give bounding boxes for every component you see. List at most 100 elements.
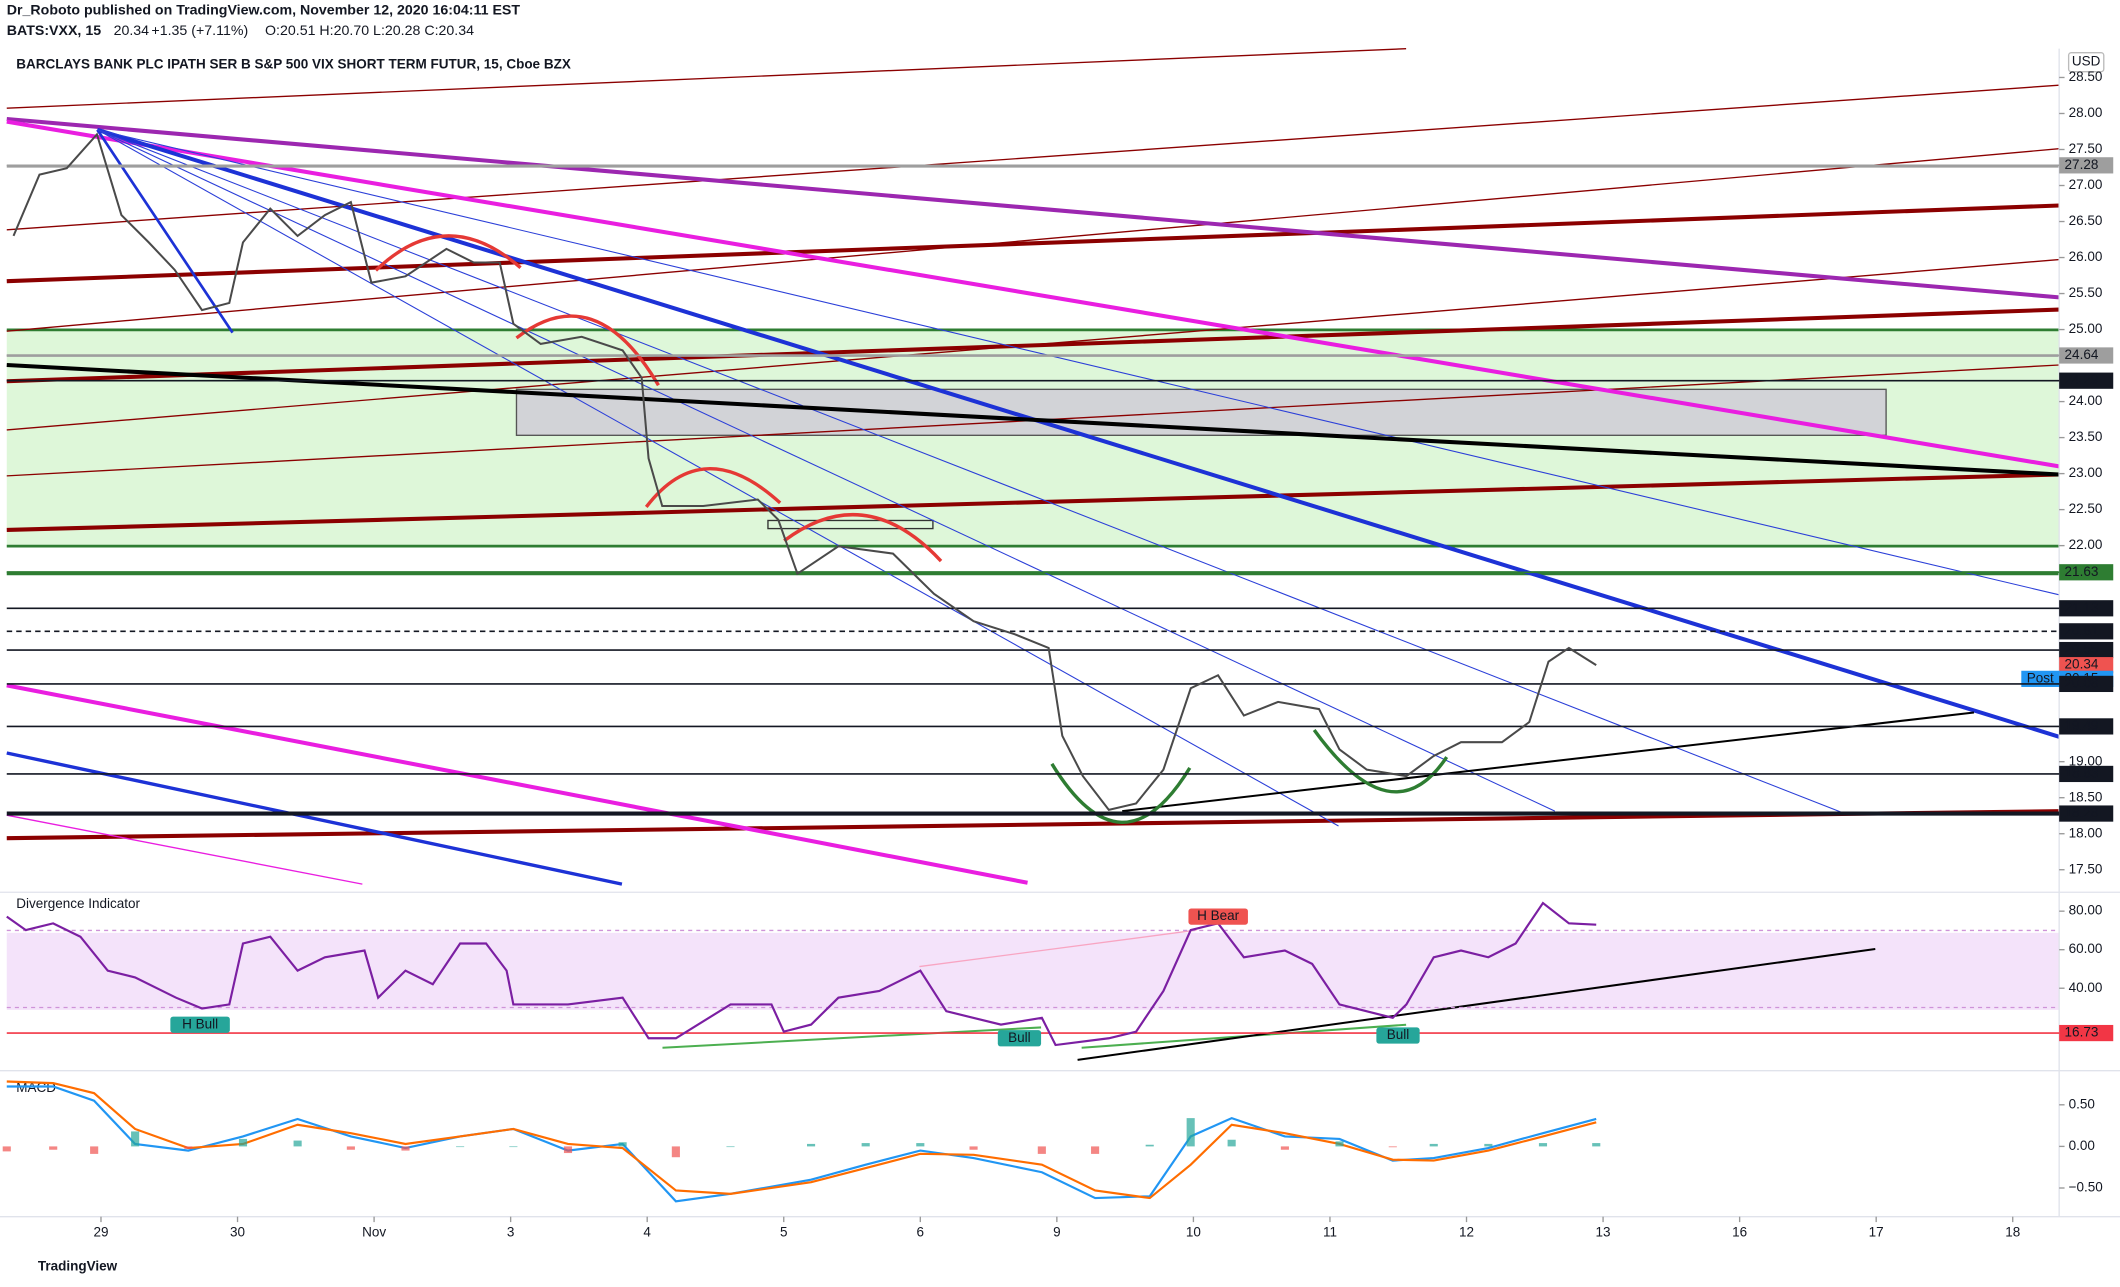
histogram-bar [1280, 1146, 1289, 1150]
price-badge [2059, 1024, 2114, 1042]
price-badge-label: 20.55 [2065, 642, 2099, 657]
histogram-bar [90, 1146, 99, 1154]
x-tick-label: Nov [362, 1224, 386, 1239]
pane-title: Divergence Indicator [16, 896, 140, 911]
annotation: Bull [1008, 1030, 1031, 1045]
histogram-bar [1538, 1143, 1548, 1147]
histogram-bar [1186, 1118, 1195, 1147]
histogram-bar [1388, 1146, 1397, 1148]
x-tick-label: 4 [643, 1224, 651, 1239]
y-tick-label: 25.00 [2069, 321, 2103, 336]
price-badge [2059, 657, 2114, 674]
x-tick-label: 13 [1596, 1224, 1611, 1239]
histogram-bar [563, 1146, 573, 1154]
change: +1.35 (+7.11%) [151, 23, 248, 39]
price-badge-label: 24.64 [2065, 347, 2099, 362]
annotation-box [997, 1030, 1042, 1047]
price-badge-label: 21.63 [2065, 564, 2099, 579]
price-badge-label: 18.28 [2065, 805, 2099, 820]
publisher: Dr_Roboto published on TradingView.com, … [7, 3, 521, 19]
price-badge-label: 19.49 [2065, 718, 2099, 733]
histogram-bar [509, 1146, 518, 1148]
price-badge [2059, 347, 2114, 364]
series-line [12, 132, 1597, 812]
price-badge [2059, 765, 2114, 783]
tag-box [2021, 670, 2060, 687]
histogram-bar [1227, 1139, 1236, 1147]
histogram-bar [969, 1146, 978, 1150]
histogram-bar [49, 1146, 58, 1150]
y-tick-label: 27.50 [2069, 141, 2103, 156]
y-tick-label: 26.50 [2069, 213, 2103, 228]
histogram-bar [671, 1146, 680, 1158]
price-badge-label: 20.81 [2065, 623, 2099, 638]
x-tick-label: 9 [1053, 1224, 1061, 1239]
x-tick-label: 16 [1732, 1224, 1747, 1239]
histogram-bar [807, 1143, 816, 1147]
histogram-bar [618, 1142, 627, 1147]
y-tick-label: 17.50 [2069, 861, 2103, 876]
y-tick-label: 0.50 [2069, 1096, 2095, 1111]
histogram-bar [1484, 1143, 1493, 1147]
price-badge-label: 18.83 [2065, 766, 2099, 781]
x-tick-label: 10 [1186, 1224, 1201, 1239]
x-tick-label: 3 [507, 1224, 515, 1239]
price-badge [2059, 600, 2114, 617]
y-tick-label: 18.00 [2069, 825, 2103, 840]
y-tick-label: 28.50 [2069, 69, 2103, 84]
price-badge [2059, 675, 2114, 693]
histogram-bar [2, 1146, 11, 1152]
price-badge [2059, 372, 2114, 389]
series-line [6, 1085, 1597, 1203]
histogram-bar [1145, 1144, 1154, 1147]
annotation: H Bear [1197, 908, 1240, 923]
y-tick-label: 18.50 [2069, 789, 2103, 804]
ohlc: O:20.51 H:20.70 L:20.28 C:20.34 [265, 23, 474, 39]
histogram-bar [456, 1146, 465, 1148]
y-tick-label: 25.50 [2069, 285, 2103, 300]
price-badge-label: 27.28 [2065, 157, 2099, 172]
y-tick-label: −0.50 [2069, 1180, 2103, 1195]
histogram-bar [861, 1143, 870, 1147]
histogram-bar [916, 1143, 925, 1147]
y-tick-label: 23.00 [2069, 465, 2103, 480]
histogram-bar [1037, 1146, 1046, 1154]
y-tick-label: 23.50 [2069, 429, 2103, 444]
histogram-bar [131, 1131, 140, 1147]
x-tick-label: 18 [2005, 1224, 2020, 1239]
last-price: 20.34 [114, 23, 150, 39]
histogram-bar [1335, 1141, 1344, 1147]
histogram-bar [293, 1140, 302, 1147]
price-badge-label: 20.08 [2065, 675, 2099, 690]
histogram-bar [346, 1146, 355, 1150]
y-tick-label: 26.00 [2069, 249, 2103, 264]
y-tick-label: 40.00 [2069, 980, 2103, 995]
y-tick-label: 0.00 [2069, 1138, 2095, 1153]
price-badge [2059, 641, 2114, 659]
x-tick-label: 11 [1323, 1224, 1337, 1239]
y-tick-label: 22.00 [2069, 537, 2103, 552]
x-tick-label: 30 [230, 1224, 245, 1239]
price-badge [2059, 718, 2114, 735]
annotation-box [1376, 1027, 1420, 1044]
histogram-bar [726, 1146, 735, 1148]
x-tick-label: 6 [917, 1224, 925, 1239]
chart-title: BARCLAYS BANK PLC IPATH SER B S&P 500 VI… [16, 56, 571, 71]
annotation-box [170, 1016, 230, 1033]
x-tick-label: 17 [1869, 1224, 1884, 1239]
histogram-bar [1091, 1146, 1100, 1154]
histogram-bar [401, 1146, 410, 1151]
price-badge-label: 21.13 [2065, 600, 2099, 615]
drawings [0, 47, 2120, 1218]
x-tick-label: 29 [93, 1224, 108, 1239]
footer: TradingView [38, 1258, 118, 1273]
price-badge-label: 24.29 [2065, 372, 2099, 387]
y-tick-label: 60.00 [2069, 941, 2103, 956]
price-badge [2059, 564, 2114, 581]
series-line [6, 901, 1597, 1047]
annotation: H Bull [182, 1016, 218, 1031]
histogram-bar [1592, 1143, 1601, 1147]
y-tick-label: 28.00 [2069, 105, 2103, 120]
histogram-bar [184, 1146, 193, 1149]
